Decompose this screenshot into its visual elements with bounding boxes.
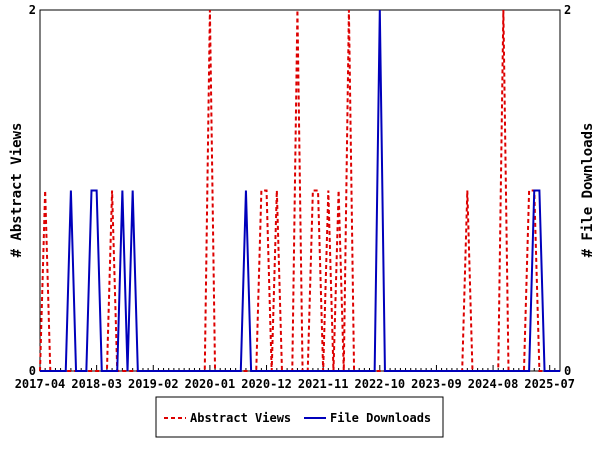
x-tick-label: 2023-09 (411, 377, 462, 391)
y-tick-label: 0 (29, 364, 36, 378)
legend-label-file-downloads: File Downloads (330, 411, 431, 425)
x-tick-label: 2024-08 (468, 377, 519, 391)
legend-label-abstract-views: Abstract Views (190, 411, 291, 425)
x-tick-label: 2022-10 (355, 377, 406, 391)
y2-tick-label: 2 (564, 3, 571, 17)
x-tick-label: 2018-03 (71, 377, 122, 391)
x-tick-label: 2017-04 (15, 377, 66, 391)
y-axis-label: # Abstract Views (9, 123, 25, 258)
x-tick-label: 2019-02 (128, 377, 179, 391)
x-tick-label: 2021-11 (298, 377, 349, 391)
y2-axis-label: # File Downloads (580, 123, 596, 258)
y2-tick-label: 0 (564, 364, 571, 378)
legend: Abstract Views File Downloads (156, 397, 443, 437)
x-tick-label: 2025-07 (524, 377, 575, 391)
y-tick-label: 2 (29, 3, 36, 17)
x-tick-label: 2020-12 (241, 377, 292, 391)
x-tick-label: 2020-01 (185, 377, 236, 391)
